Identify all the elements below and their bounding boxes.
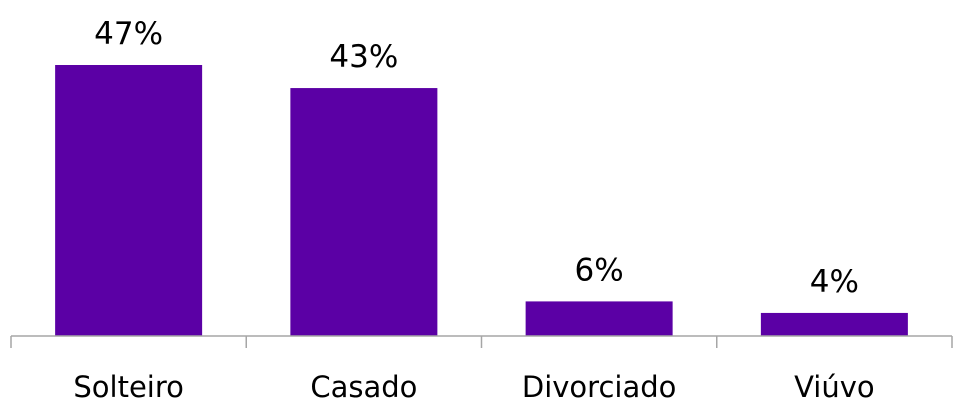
x-axis-ticks (10, 336, 953, 348)
data-label-casado: 43% (329, 39, 398, 75)
data-label-divorciado: 6% (575, 252, 624, 288)
category-label-solteiro: Solteiro (73, 370, 184, 401)
category-label-casado: Casado (310, 370, 417, 401)
category-label-divorciado: Divorciado (522, 370, 677, 401)
data-label-viuvo: 4% (810, 264, 859, 300)
x-axis-tick-labels: Solteiro Casado Divorciado Viúvo (73, 370, 874, 401)
category-label-viuvo: Viúvo (794, 370, 875, 401)
bar-solteiro (55, 65, 203, 336)
bar-divorciado (525, 301, 673, 336)
bar-viuvo (760, 312, 908, 336)
value-labels-group: 47% 43% 6% 4% (94, 16, 859, 300)
bars-group (55, 65, 908, 336)
data-label-solteiro: 47% (94, 16, 163, 52)
bar-casado (290, 88, 438, 336)
